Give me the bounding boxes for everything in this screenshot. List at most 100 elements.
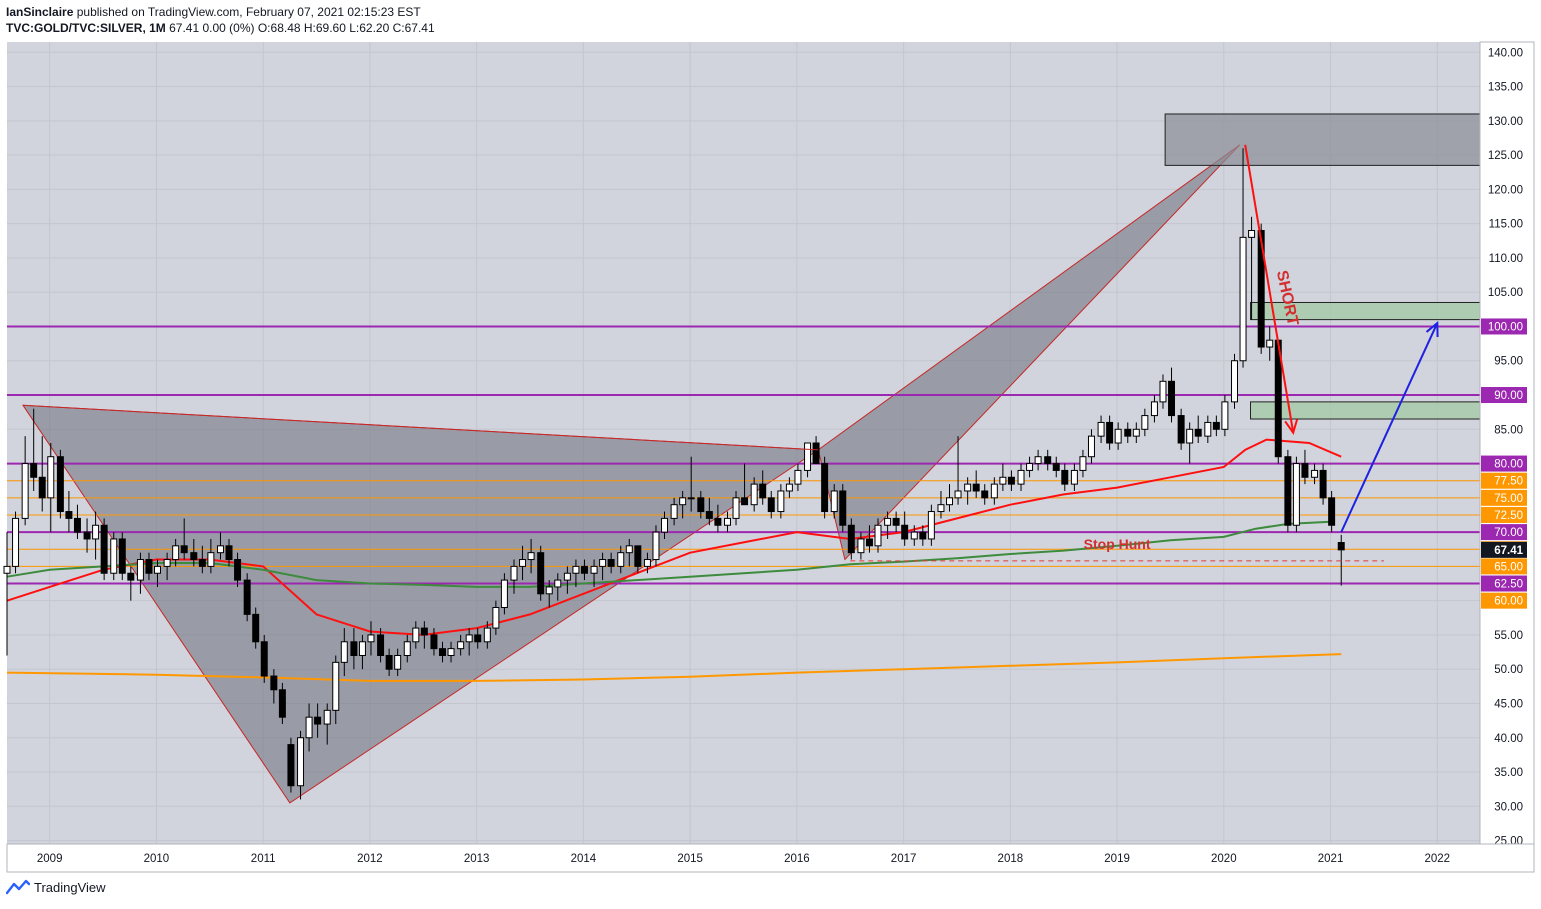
x-axis-tick-label: 2020 — [1211, 853, 1237, 865]
candle-body — [1061, 469, 1069, 485]
candle-body — [580, 565, 588, 574]
candle-body — [154, 565, 161, 574]
candle-body — [180, 545, 188, 554]
candle-body — [777, 490, 785, 513]
candle-body — [1114, 428, 1122, 444]
y-axis-tick-label: 60.00 — [1494, 596, 1523, 608]
candle-body — [252, 613, 260, 643]
candle-body — [1239, 236, 1247, 362]
tradingview-logo-icon — [6, 879, 30, 895]
footer-brand[interactable]: TradingView — [34, 879, 106, 895]
candle-body — [804, 442, 812, 471]
candle-body — [1124, 428, 1132, 437]
x-axis-tick-label: 2019 — [1104, 853, 1130, 865]
candle-body — [884, 517, 892, 526]
y-axis-tick-label: 95.00 — [1494, 356, 1523, 368]
candle-body — [527, 552, 535, 561]
candle-body — [954, 490, 962, 499]
candle-body — [990, 483, 998, 499]
candle-body — [394, 654, 402, 670]
candle-body — [190, 552, 198, 561]
last-price-label: 67.41 — [1494, 545, 1523, 557]
candle-body — [1097, 421, 1105, 437]
candle-body — [625, 545, 633, 554]
y-axis-label-bg — [1481, 524, 1527, 541]
candle-body — [1248, 230, 1256, 238]
candle-body — [839, 490, 847, 526]
publish-info: published on TradingView.com, February 0… — [76, 5, 421, 19]
candle-body — [1337, 542, 1345, 551]
x-axis-panel[interactable] — [6, 843, 1535, 873]
blue-arrow-head — [1425, 320, 1439, 338]
candle-body — [340, 641, 348, 663]
candle-body — [198, 559, 206, 567]
y-axis-tick-label: 70.00 — [1494, 527, 1523, 539]
y-axis-tick-label: 40.00 — [1494, 733, 1523, 745]
y-axis-tick-label: 140.00 — [1488, 47, 1523, 59]
symbol-name: TVC:GOLD/TVC:SILVER, 1M — [6, 21, 166, 35]
y-axis-tick-label: 85.00 — [1494, 424, 1523, 436]
candle-body — [670, 504, 678, 519]
candle-body — [767, 497, 775, 513]
candle-body — [92, 524, 100, 540]
candle-body — [127, 572, 135, 581]
candle-body — [617, 552, 625, 567]
candle-body — [724, 517, 731, 526]
candle-body — [537, 552, 545, 595]
last-price-badge — [1481, 541, 1527, 558]
candle-body — [483, 627, 491, 643]
x-axis-tick-label: 2013 — [464, 853, 490, 865]
candle-body — [1106, 421, 1114, 444]
y-axis-label-bg — [1481, 592, 1527, 609]
candle-body — [1026, 463, 1034, 471]
candle-body — [457, 641, 465, 650]
x-axis-tick-label: 2021 — [1318, 853, 1344, 865]
candle-body — [65, 511, 73, 519]
author-name[interactable]: IanSinclaire — [6, 5, 74, 19]
candle-body — [1087, 435, 1095, 458]
x-axis-tick-label: 2017 — [891, 853, 917, 865]
candle-body — [919, 531, 927, 540]
candle-body — [545, 586, 553, 595]
candle-body — [100, 524, 108, 574]
y-axis-tick-label: 80.00 — [1494, 459, 1523, 471]
candle-body — [403, 641, 411, 656]
candle-body — [1319, 469, 1327, 499]
y-axis-tick-label: 110.00 — [1489, 253, 1523, 265]
candle-body — [937, 504, 945, 513]
candle-body — [278, 689, 286, 718]
candle-body — [73, 517, 81, 533]
green-zone — [1250, 401, 1481, 420]
candle-body — [1204, 421, 1212, 437]
y-axis-tick-label: 72.50 — [1494, 510, 1523, 522]
candle-body — [1212, 421, 1220, 430]
candle-body — [554, 579, 562, 588]
candle-body — [910, 531, 918, 540]
candle-body — [599, 559, 607, 567]
candle-body — [1292, 463, 1300, 526]
candle-body — [821, 463, 829, 513]
y-axis-label-bg — [1481, 455, 1527, 472]
candle-body — [1301, 463, 1309, 478]
candle-body — [1177, 415, 1185, 444]
moving-average-green — [6, 520, 1331, 588]
x-axis-tick-label: 2010 — [144, 853, 170, 865]
candle-body — [652, 531, 660, 561]
candle-body — [1017, 469, 1025, 485]
candle-body — [492, 607, 500, 629]
y-axis-panel[interactable] — [1479, 41, 1535, 845]
y-axis-tick-label: 130.00 — [1488, 116, 1523, 128]
footer: TradingView — [6, 879, 106, 895]
y-axis-tick-label: 30.00 — [1494, 801, 1523, 813]
y-axis-tick-label: 55.00 — [1494, 630, 1523, 642]
candle-body — [1159, 380, 1167, 403]
candle-body — [118, 538, 126, 574]
candle-body — [500, 579, 508, 609]
candle-body — [1194, 428, 1202, 437]
y-axis-label-bg — [1481, 506, 1527, 523]
y-axis-tick-label: 115.00 — [1489, 219, 1523, 231]
candle-body — [1221, 401, 1229, 430]
candle-body — [1132, 428, 1140, 437]
candle-body — [634, 545, 642, 567]
